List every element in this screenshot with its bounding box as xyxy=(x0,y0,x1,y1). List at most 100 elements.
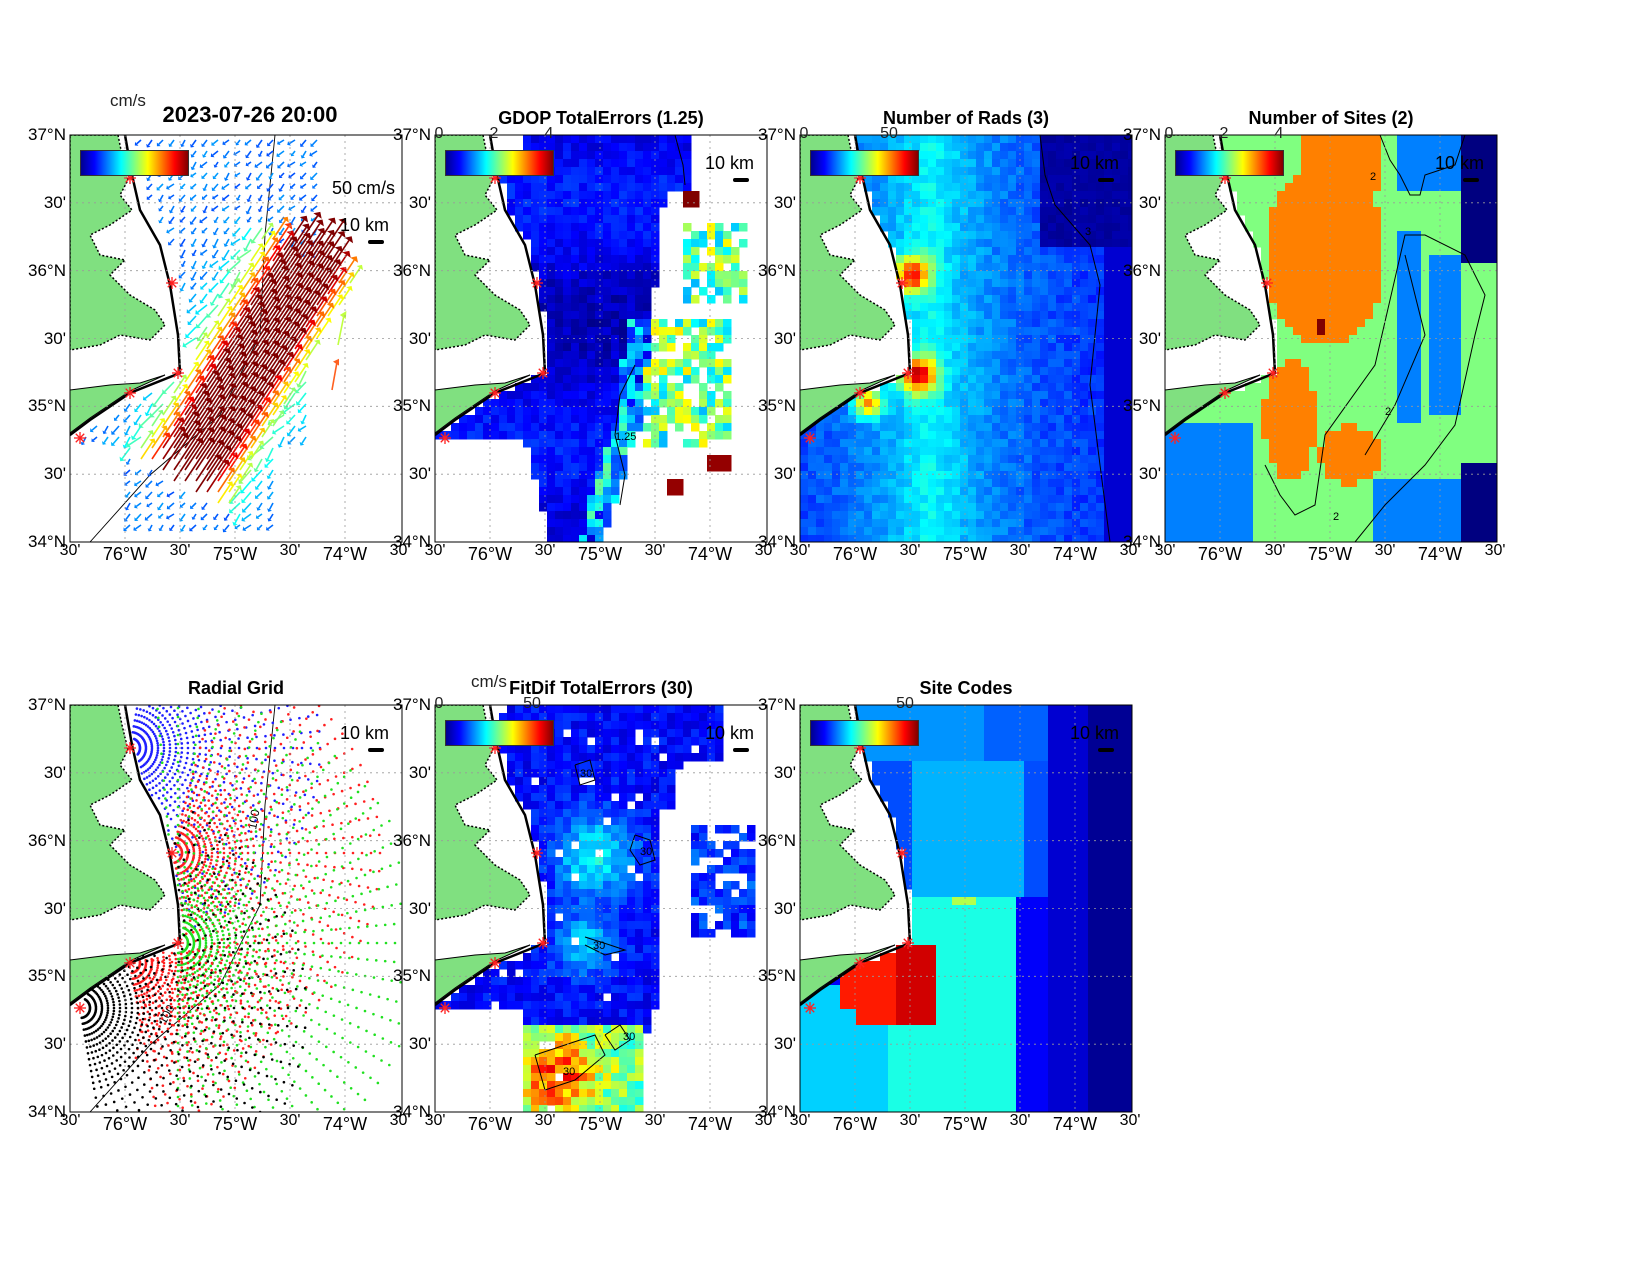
current-vector-arrow xyxy=(250,251,266,273)
heatmap-cell xyxy=(1309,431,1318,440)
heatmap-cell xyxy=(1429,351,1438,360)
heatmap-cell xyxy=(912,479,921,488)
heatmap-cell xyxy=(1325,135,1334,144)
heatmap-cell xyxy=(984,287,993,296)
heatmap-cell xyxy=(1016,319,1025,328)
heatmap-cell xyxy=(1213,439,1222,448)
heatmap-cell xyxy=(1405,247,1414,256)
heatmap-cell xyxy=(992,327,1001,336)
heatmap-cell xyxy=(1024,223,1033,232)
current-vector-arrow xyxy=(173,427,204,471)
heatmap-cell xyxy=(1453,359,1462,368)
heatmap-cell xyxy=(1325,303,1334,312)
current-vector-arrow xyxy=(146,502,153,508)
current-vector-arrow xyxy=(250,272,274,306)
heatmap-cell xyxy=(912,271,921,280)
heatmap-cell xyxy=(579,231,588,240)
heatmap-cell xyxy=(523,207,532,216)
heatmap-cell xyxy=(1437,191,1446,200)
heatmap-cell xyxy=(507,175,516,184)
heatmap-cell xyxy=(1221,423,1230,432)
heatmap-cell xyxy=(723,271,732,280)
heatmap-cell xyxy=(1024,215,1033,224)
heatmap-cell xyxy=(1317,215,1326,224)
heatmap-cell xyxy=(1040,399,1049,408)
current-vector-arrow xyxy=(201,139,208,147)
heatmap-cell xyxy=(1453,151,1462,160)
heatmap-cell xyxy=(1024,143,1033,152)
heatmap-cell xyxy=(920,343,929,352)
heatmap-cell xyxy=(1469,391,1478,400)
heatmap-cell xyxy=(936,239,945,248)
heatmap-cell xyxy=(1493,295,1497,304)
heatmap-cell xyxy=(571,519,580,528)
heatmap-cell xyxy=(579,407,588,416)
heatmap-cell xyxy=(840,439,849,448)
heatmap-cell xyxy=(928,159,937,168)
heatmap-cell xyxy=(928,423,937,432)
heatmap-cell xyxy=(992,135,1001,144)
heatmap-cell xyxy=(1405,463,1414,472)
heatmap-cell xyxy=(523,391,532,400)
heatmap-cell xyxy=(555,479,564,488)
heatmap-cell xyxy=(1405,215,1414,224)
heatmap-cell xyxy=(1341,287,1350,296)
heatmap-cell xyxy=(635,175,644,184)
heatmap-cell xyxy=(1112,447,1121,456)
heatmap-cell xyxy=(1469,471,1478,480)
heatmap-cell xyxy=(707,343,716,352)
heatmap-cell xyxy=(1333,319,1342,328)
heatmap-cell xyxy=(880,503,889,512)
heatmap-cell xyxy=(992,519,1001,528)
heatmap-cell xyxy=(896,263,905,272)
heatmap-cell xyxy=(1040,455,1049,464)
heatmap-cell xyxy=(952,367,961,376)
heatmap-cell xyxy=(643,367,652,376)
heatmap-cell xyxy=(1381,231,1390,240)
heatmap-cell xyxy=(1341,455,1350,464)
heatmap-cell xyxy=(1309,367,1318,376)
heatmap-cell xyxy=(864,519,873,528)
heatmap-cell xyxy=(595,431,604,440)
current-vector-arrow xyxy=(299,194,307,201)
heatmap-cell xyxy=(1325,375,1334,384)
current-vector-arrow xyxy=(286,414,296,425)
heatmap-cell xyxy=(1008,199,1017,208)
heatmap-cell xyxy=(1293,391,1302,400)
current-vector-arrow xyxy=(257,205,263,213)
heatmap-cell xyxy=(824,439,833,448)
heatmap-cell xyxy=(1008,527,1017,536)
heatmap-cell xyxy=(611,199,620,208)
heatmap-cell xyxy=(699,335,708,344)
heatmap-cell xyxy=(1285,287,1294,296)
heatmap-cell xyxy=(880,447,889,456)
heatmap-cell xyxy=(840,503,849,512)
current-vector-arrow xyxy=(305,283,330,317)
heatmap-cell xyxy=(1008,303,1017,312)
heatmap-cell xyxy=(944,367,953,376)
current-vector-arrow xyxy=(222,150,230,159)
heatmap-cell xyxy=(1493,143,1497,152)
heatmap-cell xyxy=(635,303,644,312)
heatmap-cell xyxy=(1112,231,1121,240)
heatmap-cell xyxy=(1096,391,1105,400)
heatmap-cell xyxy=(539,399,548,408)
heatmap-cell xyxy=(928,487,937,496)
heatmap-cell xyxy=(675,327,684,336)
heatmap-cell xyxy=(603,199,612,208)
lat-tick-label: 30' xyxy=(773,464,796,484)
heatmap-cell xyxy=(872,183,881,192)
heatmap-cell xyxy=(960,367,969,376)
current-vector-arrow xyxy=(190,238,197,248)
heatmap-cell xyxy=(928,303,937,312)
heatmap-cell xyxy=(1293,159,1302,168)
heatmap-cell xyxy=(683,159,692,168)
heatmap-cell xyxy=(1325,287,1334,296)
heatmap-cell xyxy=(1128,375,1132,384)
current-vector-arrow xyxy=(250,368,276,405)
heatmap-cell xyxy=(571,231,580,240)
heatmap-cell xyxy=(1429,471,1438,480)
heatmap-cell xyxy=(936,287,945,296)
heatmap-cell xyxy=(1205,407,1214,416)
heatmap-cell xyxy=(539,231,548,240)
